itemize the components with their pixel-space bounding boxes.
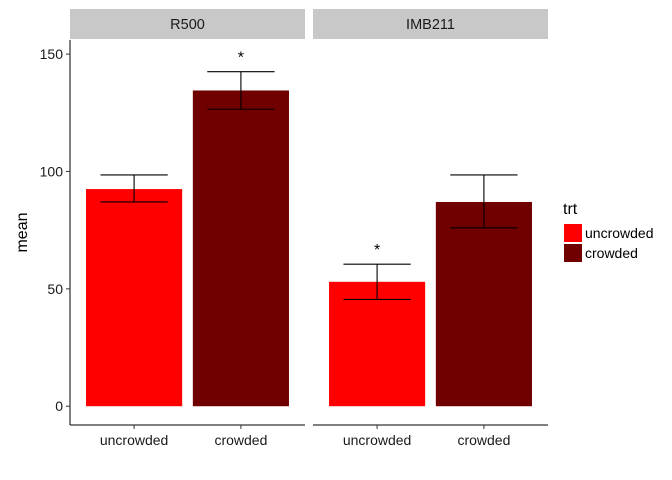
facet-strip-label: R500 bbox=[170, 17, 205, 33]
legend-key bbox=[564, 244, 582, 262]
y-tick-label: 100 bbox=[40, 163, 64, 179]
x-tick-label: crowded bbox=[214, 432, 267, 448]
significance-marker: * bbox=[238, 50, 244, 67]
x-tick-label: uncrowded bbox=[343, 432, 412, 448]
y-axis-title: mean bbox=[14, 212, 31, 252]
bar-uncrowded bbox=[86, 189, 183, 407]
legend-label: crowded bbox=[585, 245, 638, 261]
bar-uncrowded bbox=[329, 281, 426, 407]
error-bar bbox=[343, 263, 411, 300]
x-tick-label: uncrowded bbox=[100, 432, 169, 448]
y-tick-label: 150 bbox=[40, 46, 64, 62]
facet-strip-label: IMB211 bbox=[406, 17, 455, 33]
legend-key bbox=[564, 224, 582, 242]
y-tick-label: 50 bbox=[47, 281, 63, 297]
error-bar bbox=[100, 174, 168, 203]
legend-label: uncrowded bbox=[585, 225, 654, 241]
facet-strip bbox=[70, 9, 305, 39]
bar-crowded bbox=[435, 201, 532, 407]
error-bar bbox=[207, 71, 275, 110]
legend-title: trt bbox=[563, 201, 578, 218]
bar-crowded bbox=[192, 90, 289, 407]
x-tick-label: crowded bbox=[457, 432, 510, 448]
error-bar bbox=[450, 174, 518, 229]
facet-strip bbox=[313, 9, 548, 39]
significance-marker: * bbox=[374, 242, 380, 259]
y-tick-label: 0 bbox=[55, 398, 63, 414]
